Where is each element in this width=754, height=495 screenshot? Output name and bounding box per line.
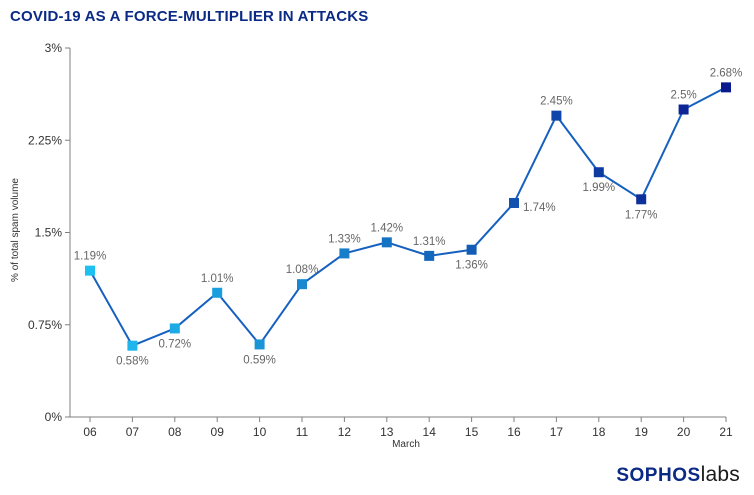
x-tick-label: 21 — [719, 425, 733, 439]
y-tick-label: 0% — [45, 410, 63, 424]
data-label: 1.74% — [523, 202, 556, 214]
data-label: 1.42% — [370, 222, 403, 234]
data-point — [169, 323, 180, 334]
data-label: 0.59% — [243, 354, 276, 366]
y-axis-title: % of total spam volume — [10, 178, 21, 282]
y-tick-label: 1.5% — [35, 226, 63, 240]
data-label: 1.08% — [286, 264, 319, 276]
data-point — [636, 194, 647, 205]
x-tick-label: 08 — [168, 425, 182, 439]
data-point — [466, 244, 477, 255]
x-tick-label: 07 — [126, 425, 140, 439]
data-label: 1.01% — [201, 273, 234, 285]
logo-text-secondary: labs — [700, 463, 740, 486]
data-label: 2.5% — [670, 90, 696, 102]
data-label: 1.99% — [582, 182, 615, 194]
data-point — [127, 340, 138, 351]
data-point — [339, 248, 350, 259]
x-tick-label: 20 — [677, 425, 691, 439]
x-tick-label: 12 — [338, 425, 352, 439]
data-label: 1.33% — [328, 233, 361, 245]
x-tick-label: 19 — [635, 425, 649, 439]
series-line — [89, 86, 727, 347]
data-label: 0.58% — [116, 356, 149, 368]
x-tick-label: 10 — [253, 425, 267, 439]
series-line-path — [89, 86, 727, 347]
data-point — [381, 237, 392, 248]
data-label: 1.77% — [625, 209, 658, 221]
x-tick-label: 18 — [592, 425, 606, 439]
data-point — [85, 265, 95, 276]
data-labels: 1.19% 0.58% 0.72% 1.01% 0.59% 1.08% 1.33% 1.42%… — [74, 67, 743, 367]
data-point — [297, 279, 307, 290]
data-point — [212, 287, 223, 298]
x-axis-title: March — [392, 439, 420, 450]
data-markers — [85, 82, 731, 351]
y-tick-label: 0.75% — [28, 318, 62, 332]
y-tick-label: 2.25% — [28, 133, 62, 147]
x-tick-label: 13 — [380, 425, 394, 439]
data-point — [721, 82, 731, 93]
data-point — [254, 339, 265, 350]
data-point — [424, 250, 435, 261]
x-tick-label: 17 — [550, 425, 564, 439]
x-tick-label: 16 — [507, 425, 521, 439]
data-point — [551, 110, 562, 121]
data-label: 2.68% — [710, 67, 743, 79]
data-label: 1.19% — [74, 251, 107, 263]
data-label: 1.36% — [455, 260, 488, 272]
data-point — [593, 167, 604, 178]
chart-title: COVID-19 AS A FORCE-MULTIPLIER IN ATTACK… — [10, 8, 369, 25]
data-label: 1.31% — [413, 236, 446, 248]
logo-text-primary: SOPHOS — [616, 465, 701, 486]
data-label: 2.45% — [540, 96, 573, 108]
data-label: 0.72% — [158, 338, 191, 350]
sophoslabs-logo: SOPHOS labs — [616, 461, 740, 485]
y-tick-label: 3% — [45, 41, 63, 55]
data-point — [678, 104, 689, 115]
x-tick-label: 11 — [296, 425, 309, 439]
x-tick-label: 09 — [211, 425, 225, 439]
x-tick-label: 14 — [423, 425, 437, 439]
axes: 0% 0.75% 1.5% 2.25% 3% 06 07 08 09 10 11 12 13 14 15 16… — [28, 41, 733, 439]
data-point — [509, 197, 519, 208]
x-tick-label: 06 — [83, 425, 97, 439]
x-tick-label: 15 — [465, 425, 479, 439]
